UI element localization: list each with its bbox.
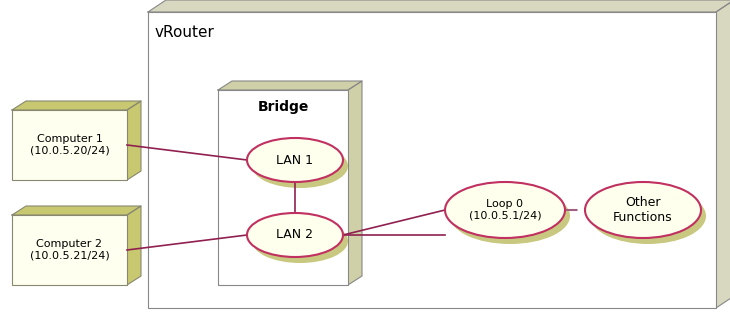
Ellipse shape xyxy=(252,144,348,188)
Ellipse shape xyxy=(585,182,701,238)
Bar xyxy=(148,12,716,308)
Polygon shape xyxy=(127,206,141,285)
Text: LAN 2: LAN 2 xyxy=(277,228,313,241)
Polygon shape xyxy=(12,101,141,110)
Text: LAN 1: LAN 1 xyxy=(277,154,313,167)
Ellipse shape xyxy=(252,219,348,263)
Polygon shape xyxy=(148,0,730,12)
Text: Other
Functions: Other Functions xyxy=(613,196,673,224)
Ellipse shape xyxy=(247,138,343,182)
Polygon shape xyxy=(716,0,730,308)
Text: Computer 2
(10.0.5.21/24): Computer 2 (10.0.5.21/24) xyxy=(30,239,110,261)
Ellipse shape xyxy=(590,188,706,244)
Ellipse shape xyxy=(445,182,565,238)
Bar xyxy=(12,215,127,285)
Text: Loop 0
(10.0.5.1/24): Loop 0 (10.0.5.1/24) xyxy=(469,199,542,221)
Bar xyxy=(12,110,127,180)
Polygon shape xyxy=(218,81,362,90)
Text: vRouter: vRouter xyxy=(155,25,215,40)
Ellipse shape xyxy=(247,213,343,257)
Polygon shape xyxy=(127,101,141,180)
Text: Bridge: Bridge xyxy=(257,100,309,114)
Polygon shape xyxy=(348,81,362,285)
Text: Computer 1
(10.0.5.20/24): Computer 1 (10.0.5.20/24) xyxy=(30,134,110,156)
Polygon shape xyxy=(12,206,141,215)
Ellipse shape xyxy=(450,188,570,244)
Bar xyxy=(218,90,348,285)
